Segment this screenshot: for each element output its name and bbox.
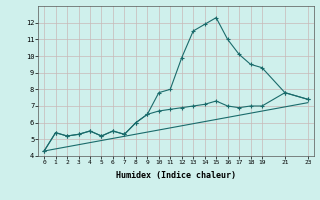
- X-axis label: Humidex (Indice chaleur): Humidex (Indice chaleur): [116, 171, 236, 180]
